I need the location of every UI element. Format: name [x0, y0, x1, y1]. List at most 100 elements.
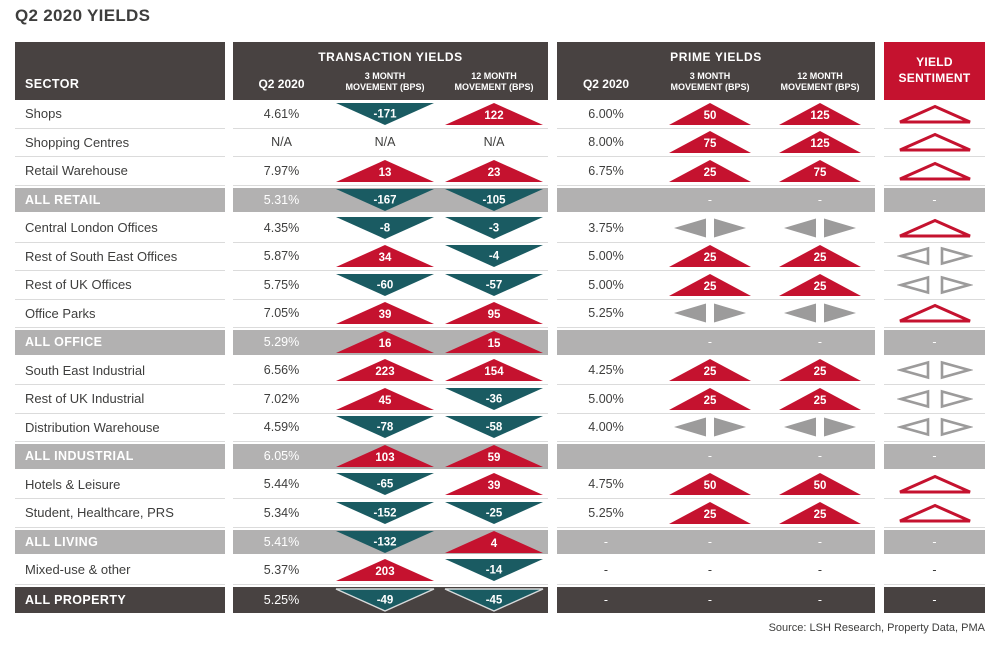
- sentiment-value: -: [932, 534, 937, 549]
- svg-text:103: 103: [375, 452, 394, 464]
- yield-sentiment-cell: [884, 271, 985, 300]
- movement-value: N/A: [483, 135, 505, 150]
- down-triangle-icon: -65: [336, 473, 434, 496]
- down-triangle-icon: -171: [336, 102, 434, 125]
- svg-text:25: 25: [704, 395, 717, 407]
- down-triangle-icon: -57: [445, 273, 543, 296]
- transaction-q2-cell: 7.05%: [233, 299, 330, 328]
- svg-text:15: 15: [488, 338, 501, 350]
- column-gap: [548, 42, 557, 100]
- transaction-12m-movement-cell: 154: [440, 356, 548, 385]
- prime-3m-movement-cell: [655, 299, 765, 328]
- sector-cell: Student, Healthcare, PRS: [15, 499, 225, 528]
- down-triangle-icon: -8: [336, 216, 434, 239]
- svg-text:-14: -14: [486, 564, 503, 576]
- up-triangle-icon: 122: [445, 102, 543, 125]
- up-triangle-icon: 45: [336, 387, 434, 410]
- prime-q2-cell: [557, 185, 655, 214]
- column-gap: [875, 328, 884, 357]
- prime-12m-movement-cell: -: [765, 328, 875, 357]
- svg-text:125: 125: [810, 110, 830, 122]
- transaction-12m-movement-cell: N/A: [440, 128, 548, 157]
- column-gap: [875, 214, 884, 243]
- sector-cell: ALL OFFICE: [15, 328, 225, 357]
- transaction-q2-cell: 5.75%: [233, 271, 330, 300]
- movement-value: -: [817, 534, 823, 549]
- transaction-3m-movement-cell: -152: [330, 499, 440, 528]
- transaction-q2-cell: 5.29%: [233, 328, 330, 357]
- transaction-3m-movement-cell: 203: [330, 556, 440, 585]
- no-change-icon: [784, 218, 856, 238]
- up-triangle-icon: 50: [779, 473, 861, 496]
- transaction-3m-movement-cell: -8: [330, 214, 440, 243]
- sentiment-value: -: [932, 592, 937, 607]
- transaction-3m-movement-cell: 13: [330, 157, 440, 186]
- transaction-12m-movement-cell: -105: [440, 185, 548, 214]
- yield-sentiment-cell: [884, 128, 985, 157]
- transaction-q2-cell: 7.02%: [233, 385, 330, 414]
- column-gap: [225, 414, 233, 443]
- svg-text:-132: -132: [373, 536, 396, 548]
- yield-sentiment-cell: [884, 214, 985, 243]
- up-triangle-icon: 59: [445, 445, 543, 468]
- sector-cell: ALL PROPERTY: [15, 584, 225, 613]
- yield-sentiment-cell: [884, 413, 985, 442]
- sentiment-no-change-icon: [896, 361, 973, 380]
- table-row: Student, Healthcare, PRS 5.34% -152 -25 5.25…: [15, 499, 985, 528]
- up-triangle-icon: 95: [445, 302, 543, 325]
- svg-text:50: 50: [704, 480, 717, 492]
- sentiment-value: -: [932, 335, 937, 350]
- transaction-3m-movement-cell: N/A: [330, 128, 440, 157]
- sector-cell: Retail Warehouse: [15, 157, 225, 186]
- no-change-icon: [784, 303, 856, 323]
- column-gap: [548, 471, 557, 500]
- prime-3m-movement-cell: 50: [655, 470, 765, 499]
- prime-q2-cell: 5.00%: [557, 271, 655, 300]
- yield-sentiment-cell: -: [884, 584, 985, 613]
- down-triangle-icon: -105: [445, 188, 543, 211]
- transaction-3m-movement-cell: -65: [330, 470, 440, 499]
- column-gap: [548, 357, 557, 386]
- transaction-q2-cell: 5.37%: [233, 556, 330, 585]
- column-gap: [548, 442, 557, 471]
- transaction-12m-movement-cell: -58: [440, 413, 548, 442]
- svg-text:122: 122: [484, 110, 503, 122]
- svg-text:59: 59: [488, 452, 501, 464]
- transaction-3m-movement-cell: 103: [330, 442, 440, 471]
- column-gap: [548, 385, 557, 414]
- sector-cell: South East Industrial: [15, 356, 225, 385]
- sector-cell: Mixed-use & other: [15, 556, 225, 585]
- transaction-q2-cell: 5.44%: [233, 470, 330, 499]
- up-triangle-icon: 25: [779, 245, 861, 268]
- table-row: Shops 4.61% -171 122 6.00% 50 125: [15, 100, 985, 129]
- column-gap: [875, 471, 884, 500]
- column-gap: [548, 214, 557, 243]
- svg-text:39: 39: [488, 480, 501, 492]
- transaction-q2-cell: 5.25%: [233, 584, 330, 613]
- svg-text:25: 25: [704, 167, 717, 179]
- prime-12m-movement-cell: -: [765, 584, 875, 613]
- up-triangle-icon: 39: [445, 473, 543, 496]
- up-triangle-icon: 154: [445, 359, 543, 382]
- svg-text:-49: -49: [377, 594, 394, 606]
- svg-text:45: 45: [379, 395, 392, 407]
- down-triangle-icon: -167: [336, 188, 434, 211]
- column-gap: [548, 585, 557, 614]
- column-gap: [225, 442, 233, 471]
- prime-q2-cell: 4.00%: [557, 413, 655, 442]
- movement-value: -: [817, 449, 823, 464]
- svg-text:25: 25: [704, 252, 717, 264]
- movement-value: -: [817, 562, 823, 577]
- column-gap: [225, 129, 233, 158]
- yield-sentiment-header: YIELD SENTIMENT: [884, 42, 985, 100]
- up-triangle-icon: 16: [336, 331, 434, 354]
- prime-q2-cell: 5.25%: [557, 299, 655, 328]
- yield-sentiment-cell: -: [884, 185, 985, 214]
- transaction-q2-cell: N/A: [233, 128, 330, 157]
- transaction-3m-movement-cell: -49: [330, 584, 440, 613]
- movement-value: N/A: [374, 135, 396, 150]
- transaction-12m-movement-cell: -25: [440, 499, 548, 528]
- table-row: ALL LIVING 5.41% -132 4 - - - -: [15, 527, 985, 556]
- prime-3m-movement-cell: [655, 214, 765, 243]
- column-gap: [548, 243, 557, 272]
